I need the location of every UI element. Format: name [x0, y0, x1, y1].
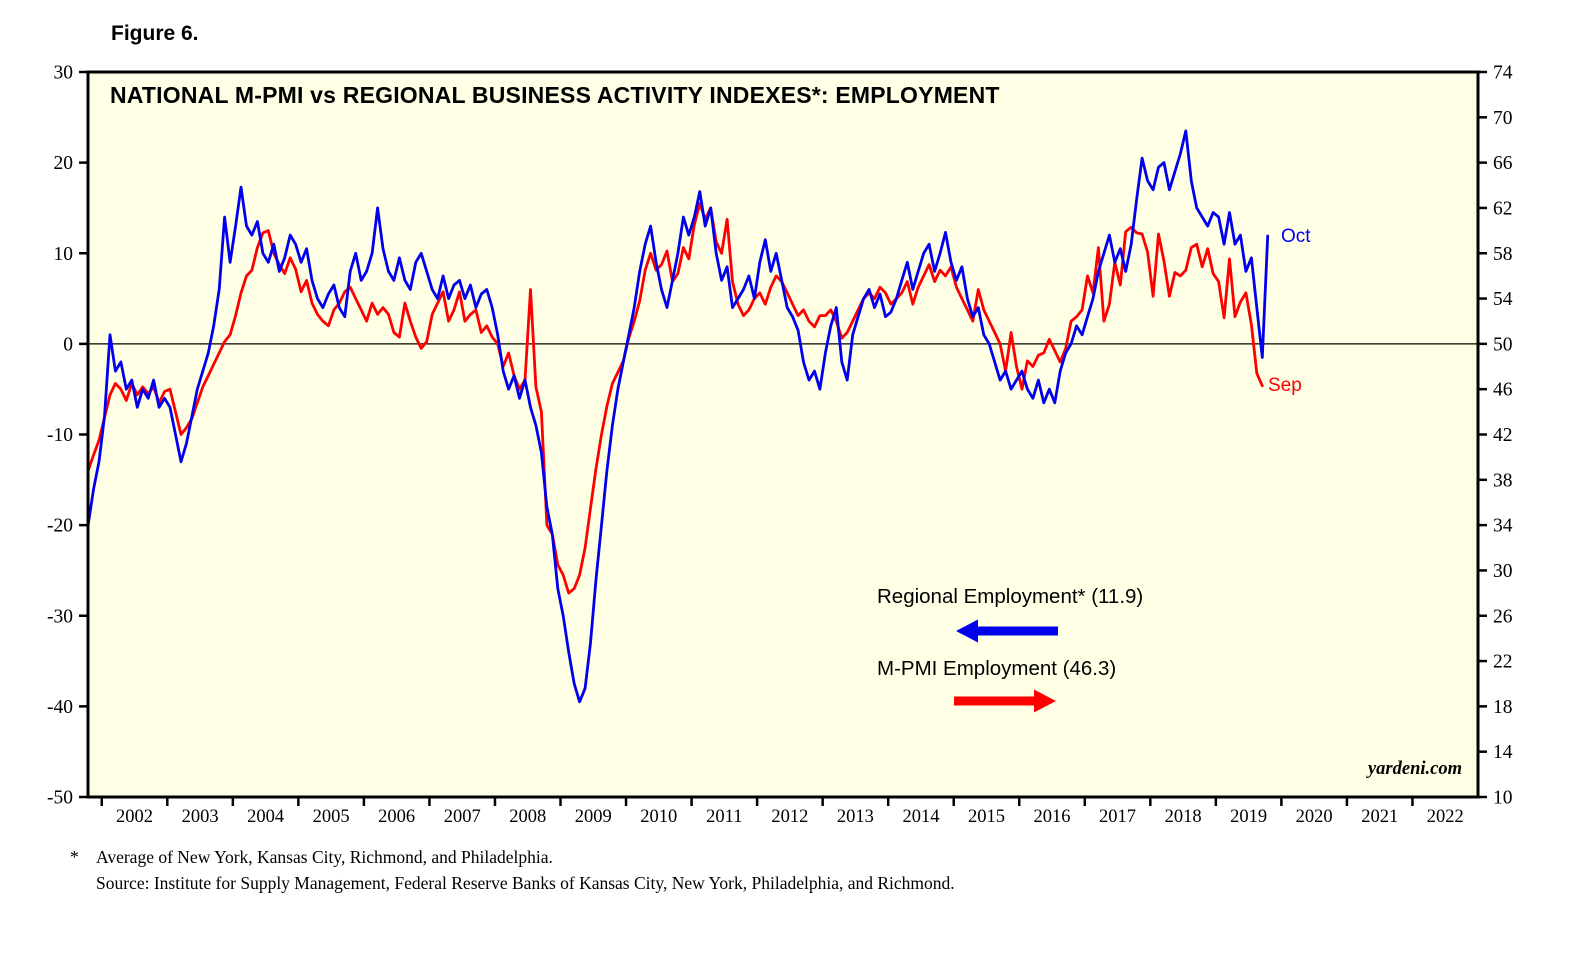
svg-text:46: 46 [1493, 380, 1513, 401]
svg-text:-40: -40 [47, 697, 73, 718]
svg-text:10: 10 [1493, 788, 1513, 809]
svg-text:2013: 2013 [837, 807, 874, 827]
legend-arrow-left-blue [956, 619, 1058, 643]
svg-text:2020: 2020 [1296, 807, 1333, 827]
svg-text:38: 38 [1493, 470, 1513, 491]
svg-text:-10: -10 [47, 425, 73, 446]
svg-text:2005: 2005 [313, 807, 350, 827]
svg-text:30: 30 [54, 63, 74, 84]
footnote-text-2: Source: Institute for Supply Management,… [96, 872, 955, 893]
svg-text:-50: -50 [47, 788, 73, 809]
svg-text:10: 10 [54, 244, 74, 265]
svg-text:58: 58 [1493, 244, 1513, 265]
svg-text:20: 20 [54, 153, 74, 174]
svg-text:2017: 2017 [1099, 807, 1136, 827]
svg-text:2010: 2010 [640, 807, 677, 827]
svg-text:62: 62 [1493, 198, 1513, 219]
footnote-spacer [70, 871, 96, 897]
legend-label-mpmi-employment: M-PMI Employment (46.3) [877, 657, 1117, 680]
svg-text:2018: 2018 [1165, 807, 1202, 827]
svg-text:2019: 2019 [1230, 807, 1267, 827]
series-end-label-oct: Oct [1281, 226, 1311, 247]
svg-text:2015: 2015 [968, 807, 1005, 827]
svg-text:2007: 2007 [444, 807, 481, 827]
legend-arrow-right-red [954, 689, 1056, 713]
chart-title: NATIONAL M-PMI vs REGIONAL BUSINESS ACTI… [110, 82, 1000, 108]
svg-text:2002: 2002 [116, 807, 153, 827]
footnote-asterisk: * [70, 847, 79, 867]
svg-text:74: 74 [1493, 63, 1513, 84]
yardeni-watermark: yardeni.com [1367, 759, 1462, 779]
figure-label: Figure 6. [111, 22, 199, 45]
svg-text:2006: 2006 [378, 807, 415, 827]
svg-text:30: 30 [1493, 561, 1513, 582]
svg-text:2022: 2022 [1427, 807, 1464, 827]
legend-label-regional-employment: Regional Employment* (11.9) [877, 585, 1144, 608]
svg-text:2012: 2012 [771, 807, 808, 827]
svg-text:66: 66 [1493, 153, 1513, 174]
svg-text:2008: 2008 [509, 807, 546, 827]
svg-text:-30: -30 [47, 606, 73, 627]
footnote-text-1: Average of New York, Kansas City, Richmo… [96, 847, 553, 867]
svg-text:-20: -20 [47, 516, 73, 537]
svg-text:18: 18 [1493, 697, 1513, 718]
svg-text:14: 14 [1493, 742, 1513, 763]
footnote-line-1: * Average of New York, Kansas City, Rich… [70, 845, 955, 871]
svg-text:2004: 2004 [247, 807, 284, 827]
svg-text:34: 34 [1493, 516, 1513, 537]
footnotes: * Average of New York, Kansas City, Rich… [70, 845, 955, 896]
svg-text:70: 70 [1493, 108, 1513, 129]
svg-text:50: 50 [1493, 334, 1513, 355]
svg-text:42: 42 [1493, 425, 1513, 446]
svg-text:2009: 2009 [575, 807, 612, 827]
svg-text:22: 22 [1493, 652, 1513, 673]
svg-text:2014: 2014 [902, 807, 939, 827]
svg-text:2016: 2016 [1034, 807, 1071, 827]
svg-text:54: 54 [1493, 289, 1513, 310]
svg-text:26: 26 [1493, 606, 1513, 627]
footnote-line-2: Source: Institute for Supply Management,… [70, 871, 955, 897]
svg-text:2021: 2021 [1361, 807, 1398, 827]
svg-text:2003: 2003 [182, 807, 219, 827]
svg-text:2011: 2011 [706, 807, 742, 827]
svg-text:0: 0 [63, 334, 73, 355]
series-end-label-sep: Sep [1268, 375, 1302, 396]
